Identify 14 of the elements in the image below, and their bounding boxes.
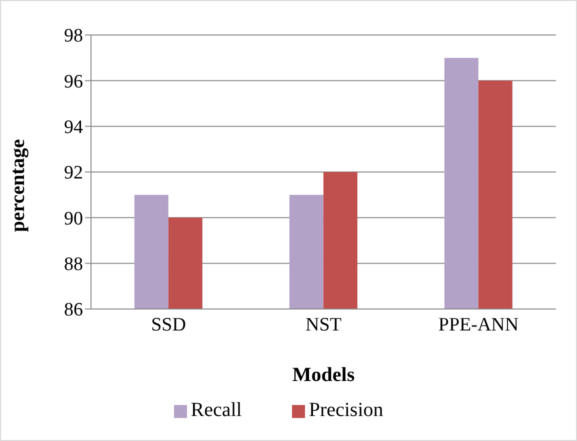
y-tick-label: 96	[64, 71, 83, 92]
y-tick-label: 90	[64, 208, 83, 230]
y-tick-label: 86	[64, 300, 83, 321]
x-tick-label: PPE-ANN	[438, 314, 519, 336]
x-tick-label: NST	[306, 314, 342, 336]
legend-label: Precision	[308, 399, 384, 421]
x-axis-title: Models	[292, 364, 355, 386]
x-tick-label: SSD	[151, 314, 186, 336]
y-tick-label: 94	[64, 117, 84, 138]
y-tick-label: 98	[64, 26, 83, 47]
y-tick-label: 92	[64, 162, 83, 184]
y-axis-title: percentage	[7, 138, 30, 232]
y-tick-label: 88	[64, 254, 83, 276]
legend-label: Recall	[190, 399, 242, 421]
